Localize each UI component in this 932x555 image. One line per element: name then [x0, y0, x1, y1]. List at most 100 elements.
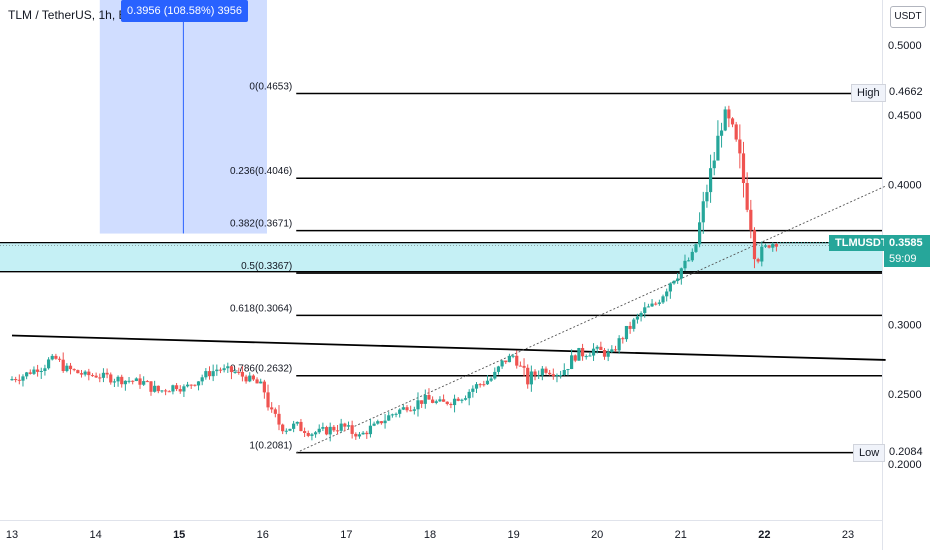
candle-body	[222, 368, 226, 371]
candle-body	[650, 303, 654, 307]
candle-body	[189, 384, 193, 386]
candle-body	[145, 381, 149, 383]
candle-body	[57, 358, 62, 360]
candle-body	[28, 372, 32, 374]
candle-body	[738, 139, 742, 154]
candle-body	[281, 424, 285, 432]
candle-body	[46, 359, 51, 369]
candle-body	[588, 355, 592, 357]
candle-body	[643, 307, 647, 314]
candle-body	[313, 432, 318, 435]
candle-body	[705, 192, 709, 202]
candle-body	[207, 371, 212, 377]
candle-body	[507, 355, 512, 363]
candle-body	[405, 407, 409, 411]
fib-level-label: 0.236(0.4046)	[230, 166, 292, 177]
candle-body	[229, 366, 234, 373]
candle-body	[672, 280, 676, 284]
candle-body	[21, 376, 25, 381]
candle-body	[676, 278, 680, 281]
y-axis-tick-label: 0.4000	[888, 180, 922, 192]
candle-body	[193, 384, 197, 386]
candle-body	[452, 398, 457, 406]
candle-body	[756, 259, 760, 262]
x-axis-tick-label: 14	[89, 529, 101, 541]
y-axis-tick-label: 0.5000	[888, 40, 922, 52]
candle-body	[306, 432, 310, 436]
candle-body	[262, 381, 266, 393]
candle-body	[639, 313, 643, 317]
low-value: 0.2084	[889, 446, 923, 458]
candle-body	[226, 366, 230, 369]
currency-button[interactable]: USDT	[890, 6, 926, 28]
candle-body	[43, 368, 47, 371]
candle-body	[518, 365, 522, 367]
candle-body	[120, 376, 124, 385]
candle-body	[467, 391, 471, 399]
resistance-trendline	[11, 334, 886, 361]
candle-body	[500, 360, 504, 367]
candle-body	[335, 430, 340, 432]
candle-body	[449, 404, 453, 406]
candle-body	[79, 373, 84, 375]
candle-body	[409, 410, 413, 412]
candle-body	[511, 355, 515, 357]
candle-body	[496, 366, 501, 372]
candle-body	[478, 384, 482, 386]
candle-body	[584, 356, 588, 358]
candle-body	[50, 355, 54, 360]
candle-body	[624, 325, 629, 340]
candle-body	[544, 368, 548, 373]
candle-body	[591, 348, 596, 356]
candle-body	[368, 425, 373, 435]
candle-body	[489, 378, 493, 381]
last-price-value: 0.3585	[889, 237, 923, 249]
candle-body	[317, 428, 321, 433]
candle-body	[164, 390, 168, 392]
candle-body	[218, 369, 223, 371]
candle-body	[533, 371, 537, 376]
y-axis-tick-label: 0.3000	[888, 319, 922, 331]
candle-body	[741, 153, 746, 184]
candle-body	[273, 409, 277, 414]
candle-body	[160, 390, 164, 392]
candle-body	[32, 369, 36, 374]
candle-body	[760, 246, 764, 262]
candle-body	[690, 251, 694, 261]
candle-body	[292, 423, 296, 429]
candle-body	[723, 109, 727, 131]
candle-body	[328, 426, 332, 435]
candle-body	[171, 385, 175, 392]
candle-body	[394, 413, 398, 415]
candle-body	[240, 371, 245, 377]
candle-body	[694, 244, 698, 252]
candle-body	[365, 432, 369, 435]
candle-body	[116, 376, 120, 382]
candle-body	[580, 348, 585, 357]
candle-body	[551, 374, 555, 377]
candle-body	[683, 260, 687, 269]
candle-body	[661, 296, 665, 303]
y-axis-tick-label: 0.2500	[888, 389, 922, 401]
candle-body	[98, 377, 102, 379]
candle-body	[237, 371, 241, 373]
candle-body	[431, 399, 435, 403]
candle-body	[398, 409, 402, 414]
candle-body	[72, 369, 76, 371]
candle-body	[17, 379, 21, 381]
candle-body	[515, 355, 519, 366]
candle-body	[295, 421, 299, 424]
candle-body	[54, 355, 58, 359]
candle-body	[346, 425, 351, 427]
candle-body	[310, 434, 314, 436]
candle-body	[354, 433, 358, 437]
x-axis-tick-label: 20	[591, 529, 603, 541]
x-axis-tick-label: 17	[340, 529, 352, 541]
candle-body	[412, 409, 416, 411]
symbol-badge: TLMUSDT	[829, 235, 894, 251]
measure-label[interactable]: 0.3956 (108.58%) 3956	[121, 0, 248, 22]
candle-body	[698, 222, 702, 245]
candle-body	[493, 371, 497, 379]
